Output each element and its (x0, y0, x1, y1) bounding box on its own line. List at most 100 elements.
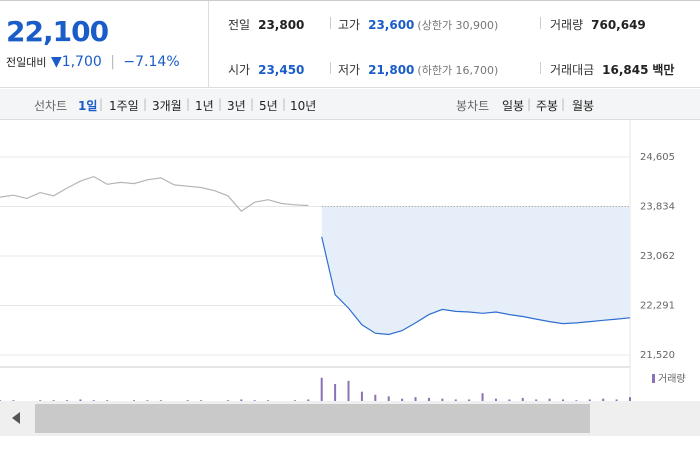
volume-bar (12, 400, 15, 401)
stat: 거래량 760,649 (550, 16, 646, 33)
volume-bar (494, 398, 497, 401)
tab[interactable]: 1일 (78, 99, 98, 113)
volume-bar (401, 398, 404, 401)
volume-bar (535, 399, 538, 401)
volume-bar (186, 400, 189, 401)
separator: | (282, 97, 287, 111)
quote-header: 22,100 전일대비 ▼1,700 | −7.14% 전일 23,800 고가 2… (0, 0, 700, 88)
scrollbar[interactable] (0, 401, 700, 436)
stat-label: 거래대금 (550, 63, 595, 77)
volume-bar (106, 400, 109, 401)
volume-bar (0, 400, 1, 401)
tab[interactable]: 1주일 (109, 99, 139, 113)
stat: 저가 21,800 (하한가 16,700) (338, 61, 498, 78)
volume-bar (39, 400, 42, 401)
volume-bar (146, 400, 149, 401)
stat-note: (상한가 30,900) (417, 19, 499, 32)
separator: | (561, 97, 566, 111)
change-rate: −7.14% (123, 54, 180, 70)
volume-bar (360, 391, 363, 401)
chart: 24,605 23,834 23,062 22,291 21,520 거래량 (0, 120, 686, 401)
volume-bar (347, 380, 350, 401)
separator: | (186, 97, 191, 111)
price-line (0, 175, 309, 212)
tab[interactable]: 월봉 (572, 99, 595, 113)
tab[interactable]: 주봉 (536, 99, 559, 113)
stat-value: 21,800 (368, 63, 415, 77)
chart-tabs: 선차트 1일 | 1주일 | 3개월 | 1년 | 3년 | 5년 | 10년 … (0, 89, 700, 120)
separator: | (110, 54, 115, 70)
volume-bar (253, 400, 256, 401)
y-tick-label: 23,062 (640, 251, 675, 262)
stat: 전일 23,800 (228, 16, 304, 33)
stat-note: (하한가 16,700) (417, 64, 499, 77)
volume-bar (602, 398, 605, 401)
volume-bar (267, 400, 270, 401)
separator: | (218, 97, 223, 111)
current-price: 22,100 (6, 15, 109, 48)
volume-bar (52, 400, 55, 401)
volume-bar (320, 377, 323, 401)
volume-bar (374, 394, 377, 401)
volume-bar (414, 397, 417, 401)
volume-bar (508, 399, 511, 401)
volume-bar (561, 399, 564, 401)
tab[interactable]: 3개월 (152, 99, 182, 113)
volume-bar (521, 397, 524, 401)
stat-label: 고가 (338, 18, 361, 32)
change-value: ▼1,700 (50, 54, 102, 70)
volume-bar (427, 397, 430, 401)
separator: | (99, 97, 104, 111)
tab[interactable]: 10년 (290, 99, 317, 113)
volume-bar (468, 399, 471, 401)
tab[interactable]: 1년 (195, 99, 214, 113)
volume-bar (334, 383, 337, 401)
legend-swatch (652, 374, 655, 383)
stat-value: 23,800 (258, 18, 305, 32)
volume-bar (159, 400, 162, 401)
volume-bar (629, 397, 631, 401)
scroll-thumb[interactable] (35, 404, 590, 433)
volume-bar (548, 398, 551, 401)
stat-value: 23,450 (258, 63, 305, 77)
volume-bar (588, 399, 591, 401)
separator: | (250, 97, 255, 111)
y-tick-label: 23,834 (640, 201, 675, 212)
stat-value: 23,600 (368, 18, 415, 32)
scroll-left[interactable] (0, 401, 30, 436)
volume-bar (240, 399, 243, 401)
stat: 거래대금 16,845 백만 (550, 61, 674, 78)
volume-bar (293, 400, 296, 401)
volume-bar (226, 400, 229, 401)
volume-bar (133, 400, 136, 401)
stat-label: 시가 (228, 63, 251, 77)
tab[interactable]: 5년 (259, 99, 278, 113)
y-tick-label: 22,291 (640, 301, 675, 312)
arrow-icon (12, 412, 20, 424)
tab-group-label: 선차트 (34, 99, 68, 113)
volume-bar (307, 399, 310, 401)
separator (330, 17, 331, 29)
price-line (321, 236, 631, 336)
volume-bar (66, 400, 69, 401)
separator (330, 62, 331, 74)
separator: | (143, 97, 148, 111)
tab-group-label: 봉차트 (456, 99, 490, 113)
stat-label: 저가 (338, 63, 361, 77)
volume-bar (481, 393, 484, 401)
stat-value: 760,649 (591, 18, 646, 32)
price-box: 22,100 전일대비 ▼1,700 | −7.14% (0, 1, 209, 88)
separator (540, 62, 541, 74)
volume-bar (92, 400, 95, 401)
y-tick-label: 21,520 (640, 350, 675, 361)
tab[interactable]: 3년 (227, 99, 246, 113)
stat-unit: 백만 (652, 63, 675, 77)
volume-bar (575, 400, 578, 401)
tab[interactable]: 일봉 (502, 99, 525, 113)
separator (540, 17, 541, 29)
legend-label: 거래량 (658, 373, 686, 385)
volume-bar (454, 399, 457, 401)
separator: | (527, 97, 532, 111)
volume-bar (79, 399, 82, 401)
